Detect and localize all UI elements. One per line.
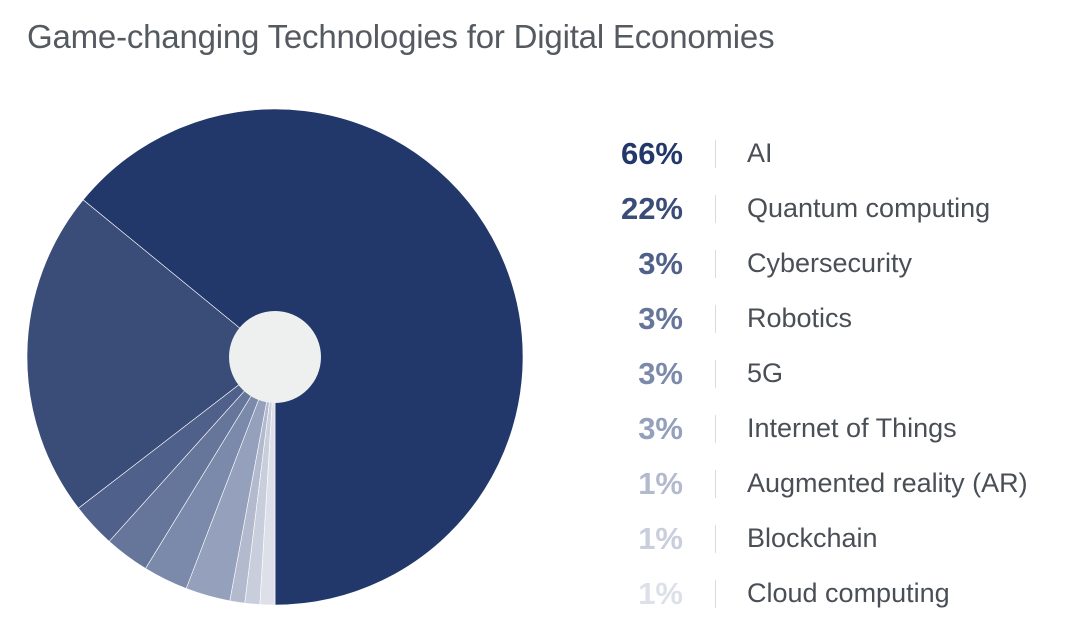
legend-item: 3% Robotics xyxy=(580,291,1060,346)
legend-label: 5G xyxy=(747,358,784,388)
legend-value: 3% xyxy=(638,301,683,336)
legend-divider xyxy=(715,360,716,388)
legend-divider xyxy=(715,580,716,608)
legend-label: Internet of Things xyxy=(747,413,957,443)
legend-item: 1% Cloud computing xyxy=(580,566,1060,621)
legend-divider xyxy=(715,195,716,223)
legend-value: 1% xyxy=(638,521,683,556)
legend-label: AI xyxy=(747,138,773,168)
legend-value: 3% xyxy=(638,356,683,391)
legend-value: 3% xyxy=(638,411,683,446)
legend-label: Quantum computing xyxy=(747,193,991,223)
legend-label: Robotics xyxy=(747,303,853,333)
pie-slice-cloud-computing xyxy=(259,356,276,606)
pie-center-hole xyxy=(229,311,321,403)
legend-item: 22% Quantum computing xyxy=(580,181,1060,236)
pie-chart xyxy=(26,108,524,606)
legend-divider xyxy=(715,470,716,498)
legend-item: 3% 5G xyxy=(580,346,1060,401)
legend-divider xyxy=(715,305,716,333)
legend-label: Blockchain xyxy=(747,523,878,553)
legend-divider xyxy=(715,250,716,278)
legend-label: Augmented reality (AR) xyxy=(747,468,1028,498)
legend-divider xyxy=(715,525,716,553)
legend-divider xyxy=(715,415,716,443)
legend-label: Cloud computing xyxy=(747,578,950,608)
legend-value: 22% xyxy=(620,191,683,226)
legend-item: 66% AI xyxy=(580,126,1060,181)
legend-item: 3% Internet of Things xyxy=(580,401,1060,456)
legend-item: 3% Cybersecurity xyxy=(580,236,1060,291)
legend-label: Cybersecurity xyxy=(747,248,913,278)
chart-legend: 66% AI 22% Quantum computing 3% Cybersecurity… xyxy=(580,126,1060,621)
chart-title: Game-changing Technologies for Digital E… xyxy=(27,18,775,55)
pie-slice-quantum-computing xyxy=(26,199,276,509)
legend-value: 1% xyxy=(638,466,683,501)
legend-item: 1% Blockchain xyxy=(580,511,1060,566)
legend-value: 1% xyxy=(638,576,683,611)
legend-divider xyxy=(715,140,716,168)
legend-value: 66% xyxy=(620,136,683,171)
legend-item: 1% Augmented reality (AR) xyxy=(580,456,1060,511)
legend-value: 3% xyxy=(638,246,683,281)
